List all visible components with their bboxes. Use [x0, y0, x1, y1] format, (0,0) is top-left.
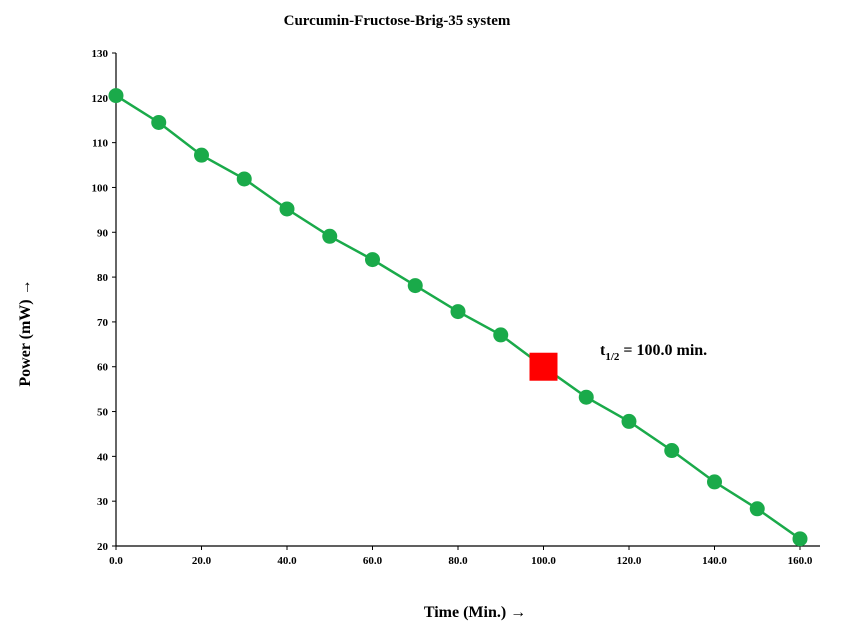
annotation-rest: = 100.0 min. [619, 342, 707, 359]
data-point [236, 171, 252, 187]
data-point [749, 501, 765, 517]
y-axis-title: Power (mW) → [17, 279, 34, 386]
y-tick-label: 60 [97, 362, 109, 374]
x-tick-label: 40.0 [277, 555, 297, 567]
x-tick-label: 160.0 [788, 555, 813, 567]
data-point [279, 201, 295, 217]
data-point [707, 474, 722, 490]
data-point [493, 327, 509, 343]
half-life-marker [529, 352, 558, 381]
y-tick-label: 90 [97, 227, 109, 239]
y-tick-label: 100 [92, 182, 109, 194]
x-tick-label: 140.0 [702, 555, 727, 567]
y-tick-label: 40 [97, 451, 109, 463]
data-point [151, 114, 167, 130]
x-tick-label: 60.0 [363, 555, 383, 567]
data-point [792, 531, 808, 547]
annotation-main: t [600, 342, 606, 359]
y-tick-label: 130 [92, 48, 109, 60]
data-point [578, 389, 594, 405]
annotation-subscript: 1/2 [605, 351, 620, 363]
half-life-annotation: t1/2 = 100.0 min. [600, 342, 707, 363]
y-tick-label: 50 [97, 407, 109, 419]
data-point [108, 88, 124, 104]
y-tick-label: 70 [97, 317, 109, 329]
x-tick-label: 80.0 [448, 555, 468, 567]
data-point [322, 228, 338, 244]
y-tick-label: 120 [92, 93, 109, 105]
x-axis-title: Time (Min.) → [424, 604, 526, 621]
x-tick-label: 120.0 [617, 555, 642, 567]
axes: 20 30 40 50 60 70 80 90 100 110 120 130 0.0 20.0 40.0 6… [92, 48, 820, 567]
y-tick-label: 20 [97, 541, 109, 553]
y-tick-label: 80 [97, 272, 109, 284]
data-point [450, 304, 466, 320]
x-tick-label: 0.0 [109, 555, 123, 567]
y-tick-label: 30 [97, 496, 109, 508]
data-point [407, 278, 423, 294]
data-point [664, 443, 680, 459]
data-point [621, 413, 637, 429]
markers-group [108, 88, 808, 547]
data-point [365, 252, 380, 268]
chart-title: Curcumin-Fructose-Brig-35 system [284, 13, 511, 29]
x-tick-label: 20.0 [192, 555, 212, 567]
y-tick-label: 110 [92, 138, 108, 150]
x-tick-label: 100.0 [531, 555, 556, 567]
data-point [194, 147, 209, 163]
